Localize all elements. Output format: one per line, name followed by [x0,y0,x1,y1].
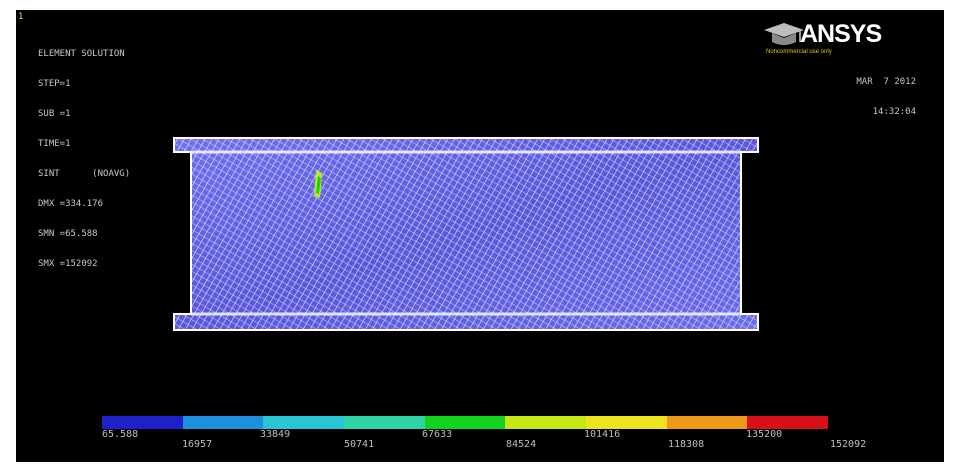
ansys-logo: ANSYS Noncommercial use only [762,20,912,60]
logo-subtext: Noncommercial use only [766,49,832,55]
legend-segment-7 [666,416,748,429]
legend-segment-0 [102,416,183,429]
info-smn: SMN =65.588 [38,229,98,239]
graphics-window[interactable]: 1 ELEMENT SOLUTION STEP=1 SUB =1 TIME=1 … [16,10,944,462]
legend-label-top-4: 135200 [746,429,783,440]
contour-legend [102,416,829,429]
legend-label-top-2: 67633 [422,429,453,440]
legend-segment-1 [182,416,264,429]
info-dmx: DMX =334.176 [38,199,104,209]
legend-label-bottom-3: 118308 [668,439,705,450]
info-time: TIME=1 [38,139,71,149]
window-number: 1 [18,12,24,22]
legend-label-bottom-1: 50741 [344,439,375,450]
info-step: STEP=1 [38,79,71,89]
legend-segment-5 [505,416,587,429]
legend-label-top-0: 65.588 [102,429,139,440]
time-label: 14:32:04 [872,107,916,117]
stress-hotspot [314,170,322,198]
legend-label-bottom-4: 152092 [830,439,867,450]
legend-segment-6 [586,416,667,429]
legend-segment-8 [747,416,829,429]
graduation-cap-icon [764,23,804,45]
legend-segment-4 [424,416,506,429]
date-label: MAR 7 2012 [856,77,916,87]
beam-model [173,137,759,331]
info-result-item: SINT (NOAVG) [38,169,131,179]
legend-segment-2 [263,416,345,429]
legend-label-bottom-2: 84524 [506,439,537,450]
info-title: ELEMENT SOLUTION [38,49,125,59]
logo-text: ANSYS [800,20,882,48]
info-sub: SUB =1 [38,109,71,119]
i-beam [173,137,759,331]
info-smx: SMX =152092 [38,259,98,269]
legend-segment-3 [344,416,425,429]
legend-label-top-1: 33849 [260,429,291,440]
legend-label-bottom-0: 16957 [182,439,213,450]
legend-label-top-3: 101416 [584,429,621,440]
timestamp: MAR 7 2012 14:32:04 [776,57,916,137]
solution-info: ELEMENT SOLUTION STEP=1 SUB =1 TIME=1 SI… [38,29,130,289]
